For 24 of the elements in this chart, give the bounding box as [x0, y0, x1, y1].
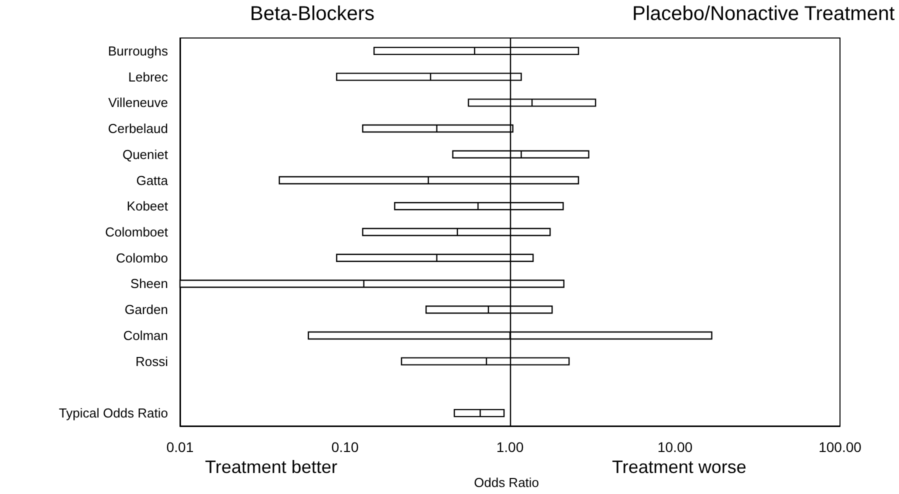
x-tick-label: 0.01 — [166, 439, 194, 455]
y-tick-label: Rossi — [135, 354, 168, 369]
x-tick-label: 0.10 — [331, 439, 359, 455]
y-tick-label: Burroughs — [108, 43, 168, 58]
y-tick-label: Colombo — [116, 250, 168, 266]
y-tick-label: Kobeet — [126, 198, 168, 214]
y-tick-label: Sheen — [130, 276, 168, 292]
y-tick-label: Cerbelaud — [108, 121, 168, 136]
y-tick-label: Garden — [124, 302, 168, 318]
x-tick-label: 10.00 — [657, 439, 693, 455]
y-tick-label: Typical Odds Ratio — [58, 406, 168, 421]
y-tick-label: Colomboet — [105, 224, 168, 240]
x-axis-title: Odds Ratio — [474, 475, 540, 490]
y-tick-label: Villeneuve — [108, 95, 168, 110]
y-tick-label: Colman — [123, 328, 168, 343]
text: Treatment better — [205, 457, 338, 477]
y-tick-label: Lebrec — [128, 69, 168, 84]
text: Placebo/Nonactive Treatment — [632, 3, 896, 25]
text: Treatment worse — [612, 457, 746, 477]
text: Beta-Blockers — [250, 3, 374, 25]
y-tick-label: Gatta — [136, 172, 169, 188]
y-tick-label: Queniet — [122, 146, 168, 162]
x-tick-label: 1.00 — [496, 439, 524, 455]
x-tick-label: 100.00 — [818, 439, 862, 455]
